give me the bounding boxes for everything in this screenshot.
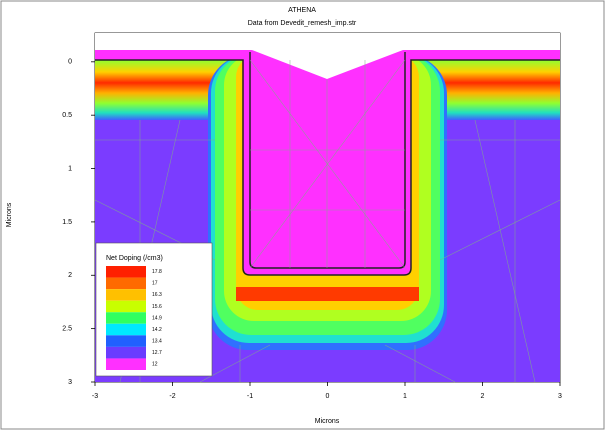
x-tick-label: 1	[403, 393, 407, 400]
legend-swatch	[106, 347, 146, 359]
legend-label: 17	[152, 281, 158, 287]
x-tick-label: 0	[326, 393, 330, 400]
x-tick-label: 2	[481, 393, 485, 400]
legend-swatch	[106, 358, 146, 370]
x-tick-label: -2	[169, 393, 175, 400]
y-tick-label: 2.5	[62, 325, 72, 332]
legend-label: 17.8	[152, 269, 162, 275]
halo-peak	[236, 287, 419, 301]
legend-swatch	[106, 266, 146, 278]
x-tick-label: -1	[247, 393, 253, 400]
x-axis-label: Microns	[315, 418, 340, 425]
y-tick-label: 2	[68, 272, 72, 279]
legend-label: 12.7	[152, 350, 162, 356]
chart-subtitle: Data from Devedit_remesh_imp.str	[248, 20, 357, 27]
y-tick-label: 0	[68, 59, 72, 66]
legend-swatch	[106, 278, 146, 290]
legend-swatch	[106, 289, 146, 301]
legend-label: 13.4	[152, 338, 162, 344]
y-tick-label: 1.5	[62, 219, 72, 226]
chart-title: ATHENA	[288, 7, 316, 14]
legend-label: 14.2	[152, 327, 162, 333]
legend-label: 15.6	[152, 304, 162, 310]
ambient	[95, 33, 560, 50]
legend-swatch	[106, 335, 146, 347]
y-tick-label: 0.5	[62, 112, 72, 119]
legend-swatch	[106, 324, 146, 336]
y-tick-label: 3	[68, 379, 72, 386]
chart: ATHENA Data from Devedit_remesh_imp.str …	[0, 0, 605, 430]
x-tick-label: -3	[92, 393, 98, 400]
legend-label: 14.9	[152, 315, 162, 321]
x-tick-label: 3	[558, 393, 562, 400]
y-axis-label: Microns	[6, 202, 13, 227]
legend-swatch	[106, 301, 146, 313]
legend-title: Net Doping (/cm3)	[106, 255, 163, 262]
y-tick-label: 1	[68, 165, 72, 172]
legend-label: 12	[152, 362, 158, 368]
legend-swatch	[106, 312, 146, 324]
legend-label: 16.3	[152, 292, 162, 298]
